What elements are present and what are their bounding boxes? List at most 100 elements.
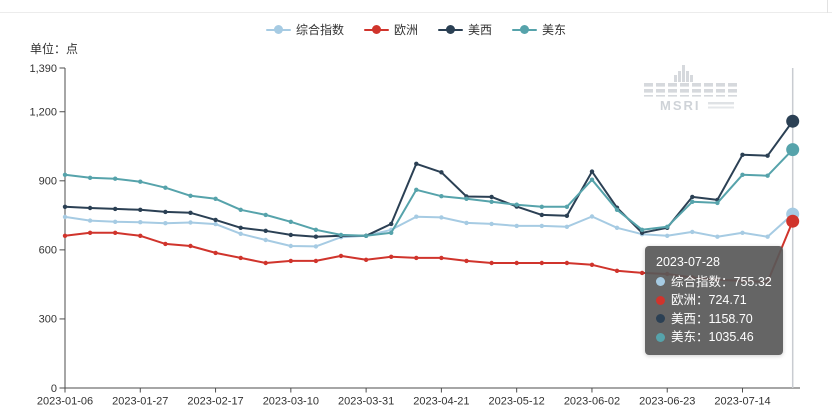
data-point [188,220,193,225]
data-point [263,237,268,243]
data-point [639,227,645,232]
data-point [489,194,494,200]
series-line-europe[interactable] [64,220,794,283]
msri-watermark: MSRI [644,65,737,113]
legend-item-europe[interactable]: 欧洲 [363,21,418,38]
data-point [163,185,168,190]
data-point [288,243,293,249]
data-point [539,204,544,209]
data-point [113,219,118,224]
line-series-icon [363,24,389,36]
data-point [288,232,293,238]
data-point [138,207,143,212]
line-series-icon [512,24,538,36]
data-point [263,260,268,266]
data-point [389,230,394,235]
x-axis-tick-label: 2023-06-23 [639,396,695,408]
watermark-subtext-line [708,106,734,109]
data-point [564,204,570,209]
data-point [87,205,93,211]
series-end-dot-europe [786,214,800,228]
series-line-us-west[interactable] [64,120,794,238]
data-point [439,194,444,199]
data-point [238,255,243,261]
watermark-dash [644,89,653,93]
watermark-bars-icon [686,71,689,82]
series-line-us-east[interactable] [64,148,794,237]
series-end-dot-us-east [786,143,800,157]
data-point [464,258,469,264]
watermark-dash [644,95,653,97]
data-point [62,233,68,238]
data-point [589,262,595,267]
watermark-dash [692,83,701,87]
data-point [589,169,595,174]
watermark-bars-icon [674,75,677,82]
watermark-dash [680,95,689,97]
legend-item-us-east[interactable]: 美东 [512,21,566,38]
watermark-bars-icon [690,75,693,82]
data-point [138,179,143,184]
x-axis-tick-label: 2023-03-31 [338,396,394,408]
data-point [313,258,319,264]
data-point [263,212,268,218]
data-point [414,187,419,192]
data-point [690,199,695,204]
data-point [263,228,268,233]
data-point [489,221,494,227]
data-point [439,170,444,175]
x-axis-tick-label: 2023-05-12 [489,396,545,408]
y-axis-tick-label: 1,200 [29,107,57,119]
watermark-dash [668,95,677,97]
data-point [489,260,494,266]
data-point [113,230,118,235]
legend-label: 美东 [542,23,567,37]
x-axis-tick-label: 2023-06-02 [564,396,620,408]
y-axis-tick-label: 300 [39,314,57,326]
watermark-bars-icon [682,65,685,82]
data-point [414,255,419,261]
line-series-icon [438,24,463,36]
data-point [740,230,745,235]
legend-item-us-west[interactable]: 美西 [438,21,492,38]
page-top-divider [0,12,832,13]
watermark-dash [704,83,713,87]
data-point [614,225,620,230]
legend-label: 综合指数 [295,23,344,37]
series-line-composite-index[interactable] [64,213,794,248]
data-point [589,177,595,182]
data-point [665,233,670,238]
data-point [564,213,570,218]
data-point [564,224,570,229]
legend-item-composite-index[interactable]: 综合指数 [265,21,344,38]
data-point [87,218,93,223]
data-point [539,260,544,266]
watermark-dash [668,89,677,93]
x-axis-tick-label: 2023-01-27 [112,396,168,408]
watermark-dash [656,83,665,87]
data-point [188,210,193,215]
watermark-dash [668,83,677,87]
watermark-bars-icon [678,71,681,82]
data-point [539,223,544,229]
watermark-dash [728,95,737,97]
watermark-dash [716,95,725,97]
data-point [87,230,93,235]
data-point [238,207,243,212]
data-point [665,224,670,229]
data-point [740,278,745,284]
watermark-dash [680,89,689,93]
x-axis-tick-label: 2023-01-06 [37,396,93,408]
data-point [464,220,469,226]
data-point [715,200,720,206]
data-point [489,199,494,204]
watermark-dash [680,83,689,87]
watermark-dash [656,89,665,93]
data-point [414,214,419,219]
data-point [715,277,720,282]
data-point [564,260,570,266]
chart-legend: 综合指数 欧洲 美西 美东 [0,21,832,38]
data-point [138,233,143,238]
